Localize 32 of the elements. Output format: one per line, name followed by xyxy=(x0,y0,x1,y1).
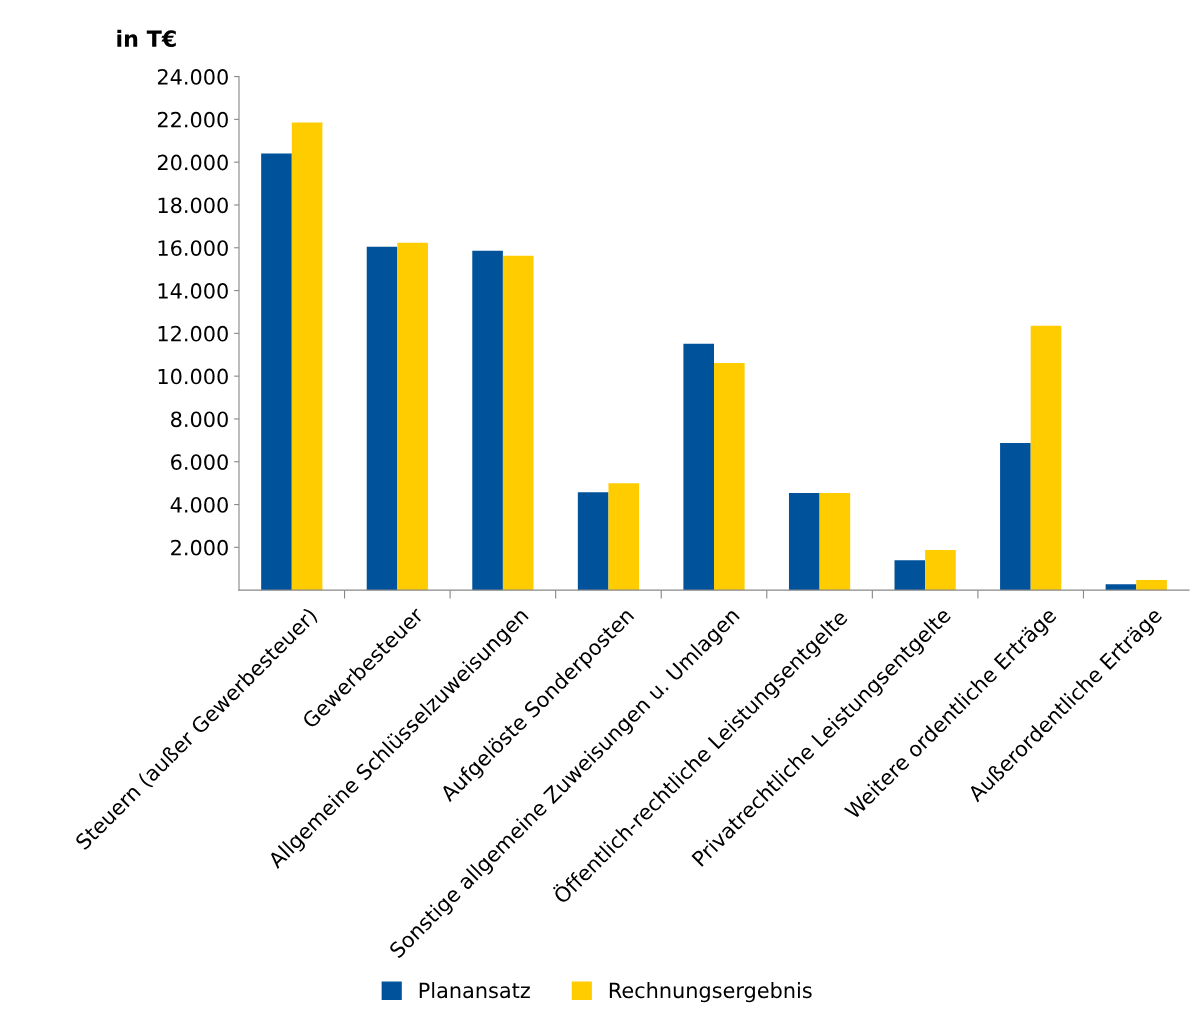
legend-label: Planansatz xyxy=(419,982,530,999)
bar xyxy=(502,255,534,591)
bar xyxy=(261,153,292,591)
bar xyxy=(1030,325,1062,591)
bar xyxy=(608,483,640,591)
bar xyxy=(1000,442,1031,591)
bar xyxy=(397,242,428,591)
y-tick-label: 4.000 xyxy=(170,497,228,513)
y-tick-label: 10.000 xyxy=(158,368,228,385)
bar xyxy=(894,560,926,591)
y-tick-label: 14.000 xyxy=(158,283,228,299)
bar xyxy=(925,550,956,591)
y-tick-label: 6.000 xyxy=(171,454,228,470)
y-tick-label: 12.000 xyxy=(158,325,228,342)
bar xyxy=(472,250,503,591)
bar xyxy=(819,492,851,591)
bar xyxy=(291,122,323,591)
bar xyxy=(788,492,820,591)
bar xyxy=(714,362,745,591)
y-tick-label: 16.000 xyxy=(158,240,228,256)
y-axis-title: in T€ xyxy=(117,29,176,48)
y-tick-label: 24.000 xyxy=(157,69,228,85)
legend-label: Rechnungsergebnis xyxy=(609,982,812,1003)
y-tick-label: 2.000 xyxy=(171,539,228,556)
bar xyxy=(577,492,609,591)
bar xyxy=(366,246,398,591)
bar xyxy=(683,343,715,591)
y-tick-label: 18.000 xyxy=(158,197,228,214)
bar xyxy=(1136,580,1167,591)
y-tick-label: 22.000 xyxy=(157,111,228,128)
y-tick-label: 20.000 xyxy=(157,154,228,171)
y-tick-label: 8.000 xyxy=(171,411,228,428)
